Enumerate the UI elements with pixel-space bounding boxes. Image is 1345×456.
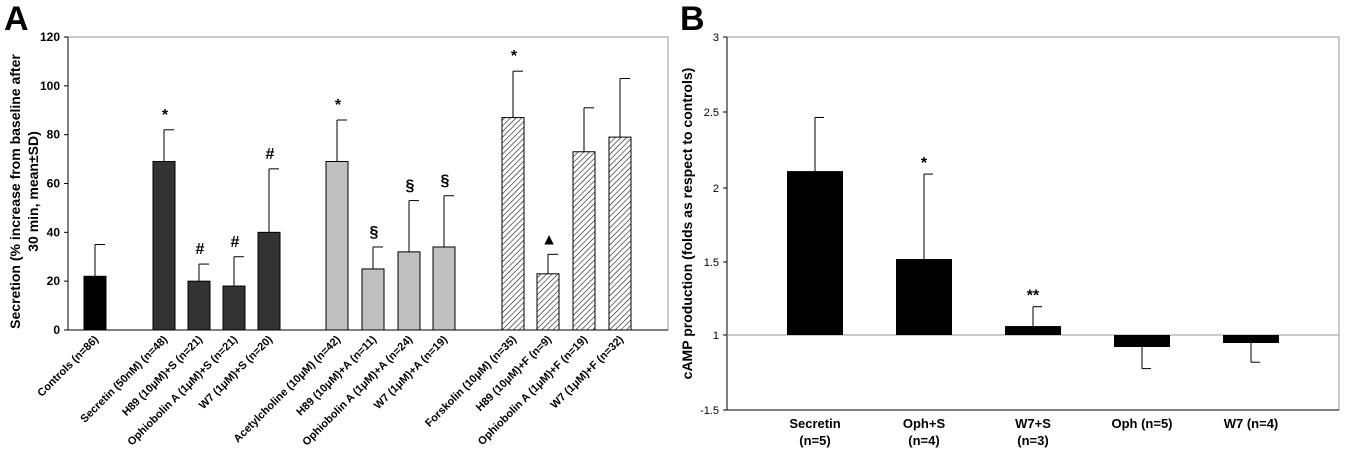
category-label-b: (n=5) (799, 433, 830, 448)
y-axis-label-b: cAMP production (folds as respect to con… (679, 68, 695, 380)
significance-marker-a: § (441, 173, 450, 190)
significance-marker-a: # (266, 146, 275, 163)
bar-a (432, 246, 456, 331)
y-tick-label-a: 120 (40, 30, 60, 44)
category-label-b: Oph (n=5) (1111, 416, 1172, 431)
significance-marker-a: ▲ (541, 231, 557, 248)
y-tick-label-b: 2.5 (704, 107, 719, 119)
significance-marker-a: * (162, 107, 169, 124)
y-tick-label-a: 60 (47, 177, 61, 191)
significance-marker-b: * (921, 155, 928, 172)
bar-b (1005, 326, 1061, 335)
bar-a (572, 151, 596, 331)
bar-a (501, 117, 525, 331)
category-label-b: (n=4) (908, 433, 939, 448)
category-label-b: W7 (n=4) (1224, 416, 1279, 431)
y-tick-label-b: 1.5 (704, 257, 719, 269)
bar-a (536, 273, 560, 331)
bar-a (222, 285, 246, 331)
significance-marker-a: * (335, 97, 342, 114)
category-label-b: Oph+S (903, 416, 946, 431)
y-axis-label-a: Secretion (% increase from baseline afte… (7, 54, 23, 329)
y-tick-label-a: 0 (53, 323, 60, 337)
significance-marker-a: § (370, 224, 379, 241)
significance-marker-a: # (196, 241, 205, 258)
bar-b (1223, 335, 1279, 343)
category-label-b: Secretin (789, 416, 840, 431)
bar-a (152, 161, 176, 331)
y-tick-label-b: -1.5 (700, 405, 719, 417)
category-label-b: (n=3) (1017, 433, 1048, 448)
y-tick-label-a: 20 (47, 274, 61, 288)
category-label-a: W7 (1μM)+F (n=32) (548, 333, 626, 411)
panel-label-a: A (4, 0, 29, 38)
significance-marker-a: * (511, 48, 518, 65)
y-tick-label-b: 3 (713, 32, 719, 44)
bar-b (787, 171, 843, 335)
category-label-a: Controls (n=86) (35, 333, 101, 399)
y-tick-label-a: 40 (47, 225, 61, 239)
chart-panel-a: 0 20 40 60 80 100 120 Secretion (% increase fro… (7, 30, 669, 448)
panel-label-b: B (680, 0, 705, 38)
y-tick-label-a: 100 (40, 79, 60, 93)
significance-marker-a: § (406, 178, 415, 195)
bar-a (83, 275, 107, 331)
bar-b (896, 259, 952, 335)
chart-panel-b: -1.5 1 1.5 2 2.5 3 cAMP production (folds as r… (679, 32, 1340, 448)
bar-a (257, 231, 281, 331)
significance-marker-a: # (231, 234, 240, 251)
y-tick-label-b: 1 (713, 330, 719, 342)
bar-a (361, 268, 385, 331)
y-tick-label-b: 2 (713, 183, 719, 195)
significance-marker-b: ** (1027, 288, 1040, 305)
y-tick-label-a: 80 (47, 128, 61, 142)
bar-a (397, 251, 421, 331)
bar-a (325, 161, 349, 331)
category-label-b: W7+S (1015, 416, 1051, 431)
y-axis-label-a: 30 min, mean±SD) (25, 131, 41, 252)
bar-b (1114, 335, 1170, 347)
bar-a (187, 280, 211, 331)
bar-a (608, 136, 632, 331)
